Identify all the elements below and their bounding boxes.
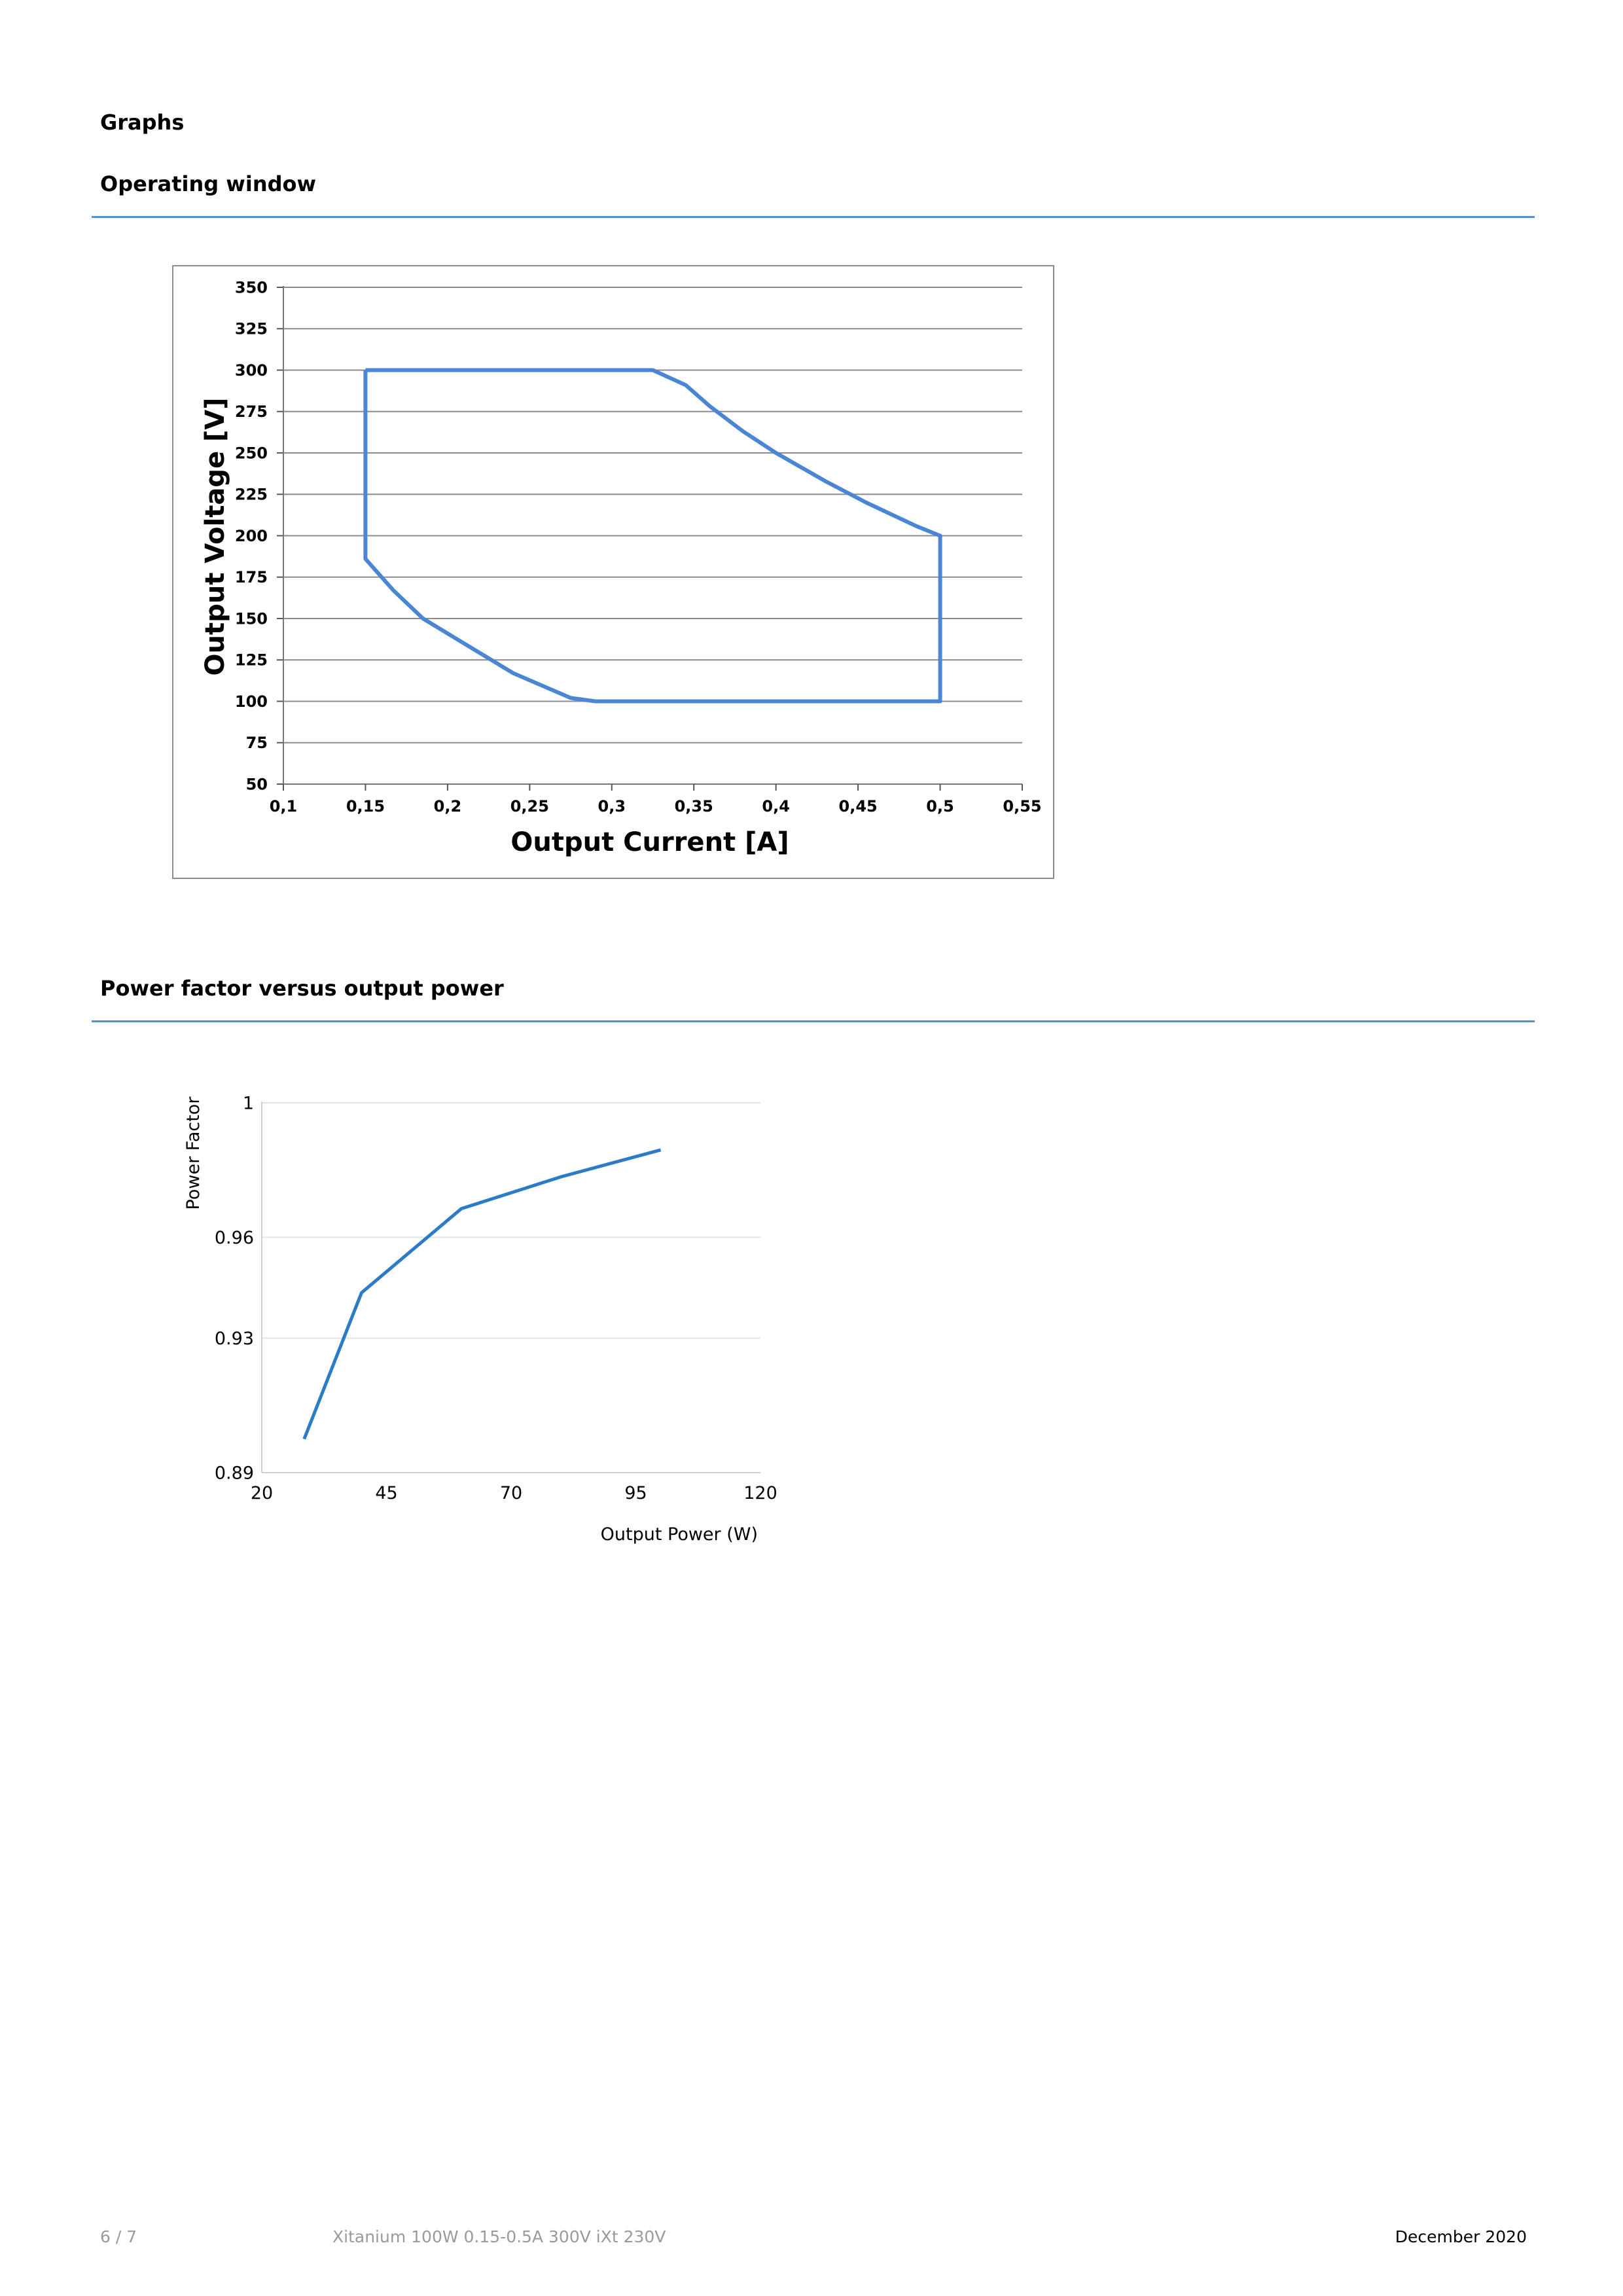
- operating-window-outline: [363, 368, 942, 704]
- y-tick-label: 350: [235, 278, 268, 296]
- section-divider: [92, 1020, 1535, 1022]
- y-tick-label: 75: [246, 734, 268, 752]
- y-tick-label: 150: [235, 609, 268, 628]
- x-tick-label: 0,3: [598, 797, 626, 816]
- section-title-graphs: Graphs: [100, 110, 185, 135]
- x-tick-label: 70: [500, 1483, 522, 1503]
- x-axis-label: Output Power (W): [601, 1524, 758, 1545]
- y-tick-label: 0.89: [215, 1463, 254, 1483]
- y-tick-label: 325: [235, 320, 268, 338]
- y-tick-label: 100: [235, 692, 268, 711]
- page-number: 6 / 7: [100, 2227, 137, 2246]
- x-tick-label: 0,25: [510, 797, 549, 816]
- x-tick-label: 0,35: [675, 797, 713, 816]
- chart-frame: [172, 265, 1054, 879]
- subsection-title-power-factor: Power factor versus output power: [100, 976, 504, 1001]
- y-tick-label: 1: [243, 1093, 254, 1113]
- x-tick-label: 0,5: [926, 797, 954, 816]
- y-tick-label: 300: [235, 361, 268, 380]
- y-tick-label: 0.93: [215, 1329, 254, 1349]
- subsection-title-operating-window: Operating window: [100, 171, 317, 196]
- x-tick-label: 0,4: [762, 797, 790, 816]
- document-date: December 2020: [1395, 2227, 1527, 2246]
- product-name: Xitanium 100W 0.15-0.5A 300V iXt 230V: [332, 2227, 666, 2246]
- y-axis-label: Output Voltage [V]: [200, 397, 230, 675]
- y-tick-label: 225: [235, 486, 268, 504]
- y-tick-label: 175: [235, 568, 268, 586]
- operating-window-chart: 50 75 100 125 150 175 200 225 250 275 300 325 350 0,…: [172, 265, 1054, 879]
- x-tick-label: 0,45: [839, 797, 878, 816]
- x-tick-label: 0,2: [434, 797, 462, 816]
- y-tick-label: 275: [235, 403, 268, 421]
- power-factor-line: [302, 1148, 662, 1440]
- y-tick-label: 250: [235, 444, 268, 462]
- x-tick-label: 120: [743, 1483, 777, 1503]
- y-tick-label: 125: [235, 651, 268, 670]
- x-tick-label: 0,15: [346, 797, 385, 816]
- x-tick-label: 95: [624, 1483, 647, 1503]
- x-tick-label: 0,55: [1003, 797, 1041, 816]
- power-factor-chart: 0.89 0.93 0.96 1 20 45 70 95 120 Power Factor O…: [183, 1093, 777, 1545]
- x-tick-label: 45: [375, 1483, 397, 1503]
- y-axis-label: Power Factor: [183, 1096, 204, 1210]
- y-tick-label: 200: [235, 527, 268, 545]
- x-tick-label: 0,1: [270, 797, 298, 816]
- y-tick-label: 0.96: [215, 1228, 254, 1248]
- x-tick-label: 20: [251, 1483, 273, 1503]
- x-axis-label: Output Current [A]: [510, 827, 789, 857]
- section-divider: [92, 216, 1535, 218]
- y-tick-label: 50: [246, 775, 268, 793]
